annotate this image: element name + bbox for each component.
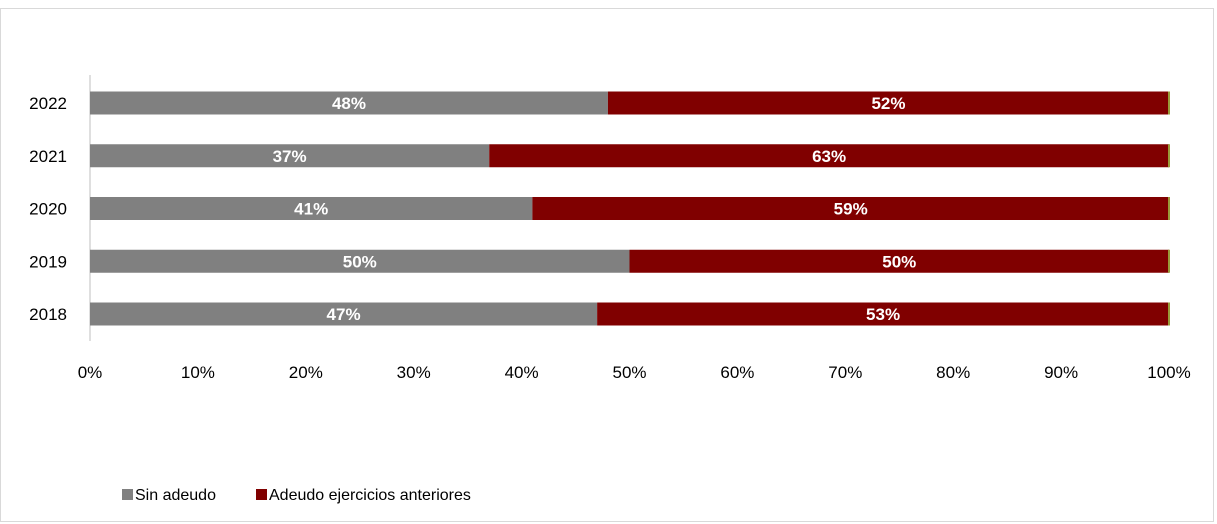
bar-segment-adeudo-ejercicios-anteriores	[629, 249, 1169, 273]
bar-segment-sin-adeudo	[90, 144, 490, 168]
data-label: 59%	[834, 200, 868, 219]
y-tick-label: 2022	[29, 94, 67, 113]
bar-segment-adeudo-ejercicios-anteriores	[532, 197, 1169, 220]
x-tick-label: 20%	[289, 363, 323, 382]
x-tick-label: 30%	[397, 363, 431, 382]
bar-end-cap	[1168, 197, 1170, 220]
y-tick-label: 2021	[29, 147, 67, 166]
y-tick-label: 2018	[29, 305, 67, 324]
x-tick-label: 0%	[78, 363, 103, 382]
bar-segment-adeudo-ejercicios-anteriores	[489, 144, 1170, 168]
x-tick-label: 70%	[828, 363, 862, 382]
x-tick-label: 40%	[505, 363, 539, 382]
legend-swatch-sin-adeudo	[122, 489, 133, 500]
x-tick-label: 80%	[936, 363, 970, 382]
x-tick-label: 10%	[181, 363, 215, 382]
bar-end-cap	[1168, 302, 1170, 326]
bar-segment-sin-adeudo	[90, 302, 598, 326]
bar-end-cap	[1168, 91, 1170, 115]
data-label: 48%	[332, 94, 366, 113]
x-tick-label: 50%	[612, 363, 646, 382]
bar-segment-sin-adeudo	[90, 249, 630, 273]
legend-swatch-adeudo-ejercicios-anteriores	[256, 489, 267, 500]
data-label: 50%	[343, 252, 377, 271]
bar-end-cap	[1168, 144, 1170, 168]
x-tick-label: 100%	[1147, 363, 1190, 382]
data-label: 41%	[294, 200, 328, 219]
y-tick-label: 2019	[29, 252, 67, 271]
data-label: 63%	[812, 147, 846, 166]
data-label: 50%	[882, 252, 916, 271]
bar-segment-sin-adeudo	[90, 197, 533, 220]
bar-segment-sin-adeudo	[90, 91, 608, 115]
bar-segment-adeudo-ejercicios-anteriores	[597, 302, 1169, 326]
bar-end-cap	[1168, 249, 1170, 273]
data-label: 37%	[273, 147, 307, 166]
x-tick-label: 60%	[720, 363, 754, 382]
bar-segment-adeudo-ejercicios-anteriores	[607, 91, 1169, 115]
y-tick-label: 2020	[29, 200, 67, 219]
x-tick-label: 90%	[1044, 363, 1078, 382]
data-label: 47%	[327, 305, 361, 324]
data-label: 53%	[866, 305, 900, 324]
data-label: 52%	[871, 94, 905, 113]
legend-label: Adeudo ejercicios anteriores	[269, 487, 471, 504]
legend-label: Sin adeudo	[135, 487, 216, 504]
